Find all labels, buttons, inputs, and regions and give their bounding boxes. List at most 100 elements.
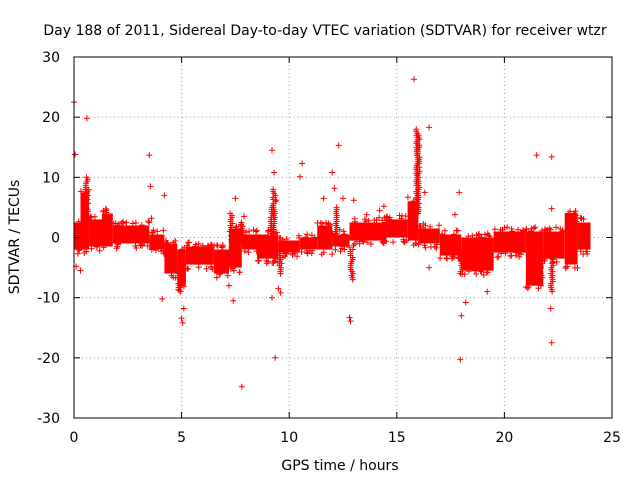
outlier-point (241, 213, 247, 220)
outlier-point (320, 195, 327, 202)
chart-title: Day 188 of 2011, Sidereal Day-to-day VTE… (43, 23, 607, 39)
outlier-point (72, 151, 79, 158)
spike-point (83, 174, 90, 181)
data-band (300, 237, 318, 250)
outlier-point (548, 205, 555, 212)
data-point (485, 232, 492, 239)
data-point (203, 265, 210, 272)
outlier-point (148, 215, 155, 222)
data-point (74, 250, 81, 257)
data-point (172, 238, 179, 244)
spike-point (227, 210, 234, 217)
data-point (303, 247, 310, 254)
data-band (332, 234, 350, 247)
data-point (88, 213, 95, 220)
data-point (416, 223, 423, 230)
data-point (184, 265, 190, 272)
data-point (471, 267, 478, 274)
y-axis-label: SDTVAR / TECUs (7, 180, 23, 295)
data-point (373, 217, 380, 224)
data-point (325, 221, 332, 228)
data-point (415, 241, 422, 248)
spike-point (349, 276, 356, 283)
outlier-point (329, 169, 336, 176)
x-tick-label: 20 (495, 430, 513, 446)
data-point (497, 227, 504, 233)
y-tick-label: -30 (37, 411, 60, 427)
data-point (252, 228, 259, 235)
data-point (302, 234, 309, 241)
data-point (282, 253, 288, 259)
data-band (74, 222, 81, 250)
data-point (246, 228, 253, 235)
data-point (230, 267, 237, 274)
data-point (320, 249, 327, 256)
data-point (96, 247, 103, 254)
data-point (580, 216, 587, 223)
outlier-point (547, 305, 554, 312)
y-tick-label: 0 (51, 231, 60, 247)
outlier-point (548, 153, 555, 160)
data-point (319, 220, 326, 227)
data-point (150, 230, 157, 236)
outlier-point (178, 315, 185, 322)
data-point (314, 220, 321, 226)
outlier-point (363, 211, 370, 218)
data-point (443, 255, 450, 262)
data-point (146, 219, 153, 226)
data-point (138, 222, 145, 229)
data-band (164, 243, 178, 274)
outlier-point (272, 354, 279, 361)
data-point (103, 209, 110, 216)
outlier-point (271, 169, 278, 176)
outlier-point (350, 197, 357, 204)
data-point (444, 255, 450, 262)
data-band (102, 213, 113, 247)
data-point (298, 249, 305, 255)
outlier-point (277, 289, 284, 296)
data-point (164, 240, 171, 246)
outlier-point (570, 211, 577, 218)
data-point (469, 232, 476, 239)
outlier-point (275, 285, 282, 292)
data-point (195, 264, 202, 271)
data-band (386, 219, 408, 238)
data-point (361, 216, 368, 223)
data-point (491, 226, 498, 233)
data-point (218, 244, 225, 251)
x-tick-label: 25 (603, 430, 621, 446)
data-point (245, 249, 252, 256)
data-point (473, 232, 480, 238)
data-point (431, 243, 438, 250)
ticks-layer: 0 5 10 15 20 25 -30 -20 -10 0 10 20 30 (37, 50, 621, 446)
data-point (383, 238, 390, 245)
outlier-point (269, 147, 275, 154)
data-band (543, 231, 565, 259)
data-point (346, 244, 353, 251)
x-tick-label: 15 (388, 430, 406, 446)
data-point (473, 271, 480, 277)
data-point (390, 239, 397, 246)
outlier-point (83, 115, 90, 122)
outlier-point (232, 195, 239, 202)
data-point (480, 272, 487, 278)
data-point (100, 208, 107, 215)
data-point (94, 244, 100, 250)
data-point (449, 255, 456, 262)
outlier-point (456, 189, 463, 196)
outlier-point (421, 189, 428, 196)
data-band (439, 234, 462, 256)
data-point (304, 231, 311, 238)
data-point (379, 217, 386, 224)
outlier-point (457, 356, 464, 363)
data-band (241, 234, 257, 250)
y-tick-label: -20 (37, 351, 60, 367)
outlier-point (458, 312, 465, 319)
data-point (308, 232, 315, 239)
data-point (123, 219, 130, 226)
data-point (255, 257, 262, 264)
y-tick-label: 30 (42, 50, 60, 66)
data-point (219, 243, 226, 250)
data-point (83, 248, 90, 255)
data-band (89, 219, 102, 247)
